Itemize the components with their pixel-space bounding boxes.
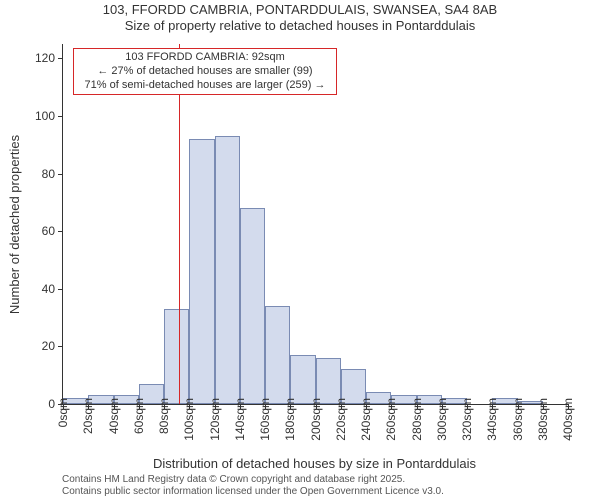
x-tick-label: 100sqm (182, 398, 196, 441)
x-tick-label: 380sqm (536, 398, 550, 441)
plot-area: 0204060801001200sqm20sqm40sqm60sqm80sqm1… (62, 44, 568, 405)
x-tick-label: 280sqm (410, 398, 424, 441)
annotation-box: 103 FFORDD CAMBRIA: 92sqm← 27% of detach… (73, 48, 337, 95)
x-tick-label: 120sqm (208, 398, 222, 441)
y-tick-label: 0 (15, 397, 55, 411)
annotation-line: 71% of semi-detached houses are larger (… (78, 79, 332, 93)
y-tick-label: 100 (15, 109, 55, 123)
x-tick-label: 40sqm (107, 398, 121, 434)
x-axis-label: Distribution of detached houses by size … (62, 456, 567, 471)
y-tick-label: 40 (15, 282, 55, 296)
x-tick-label: 220sqm (334, 398, 348, 441)
chart-container: 103, FFORDD CAMBRIA, PONTARDDULAIS, SWAN… (0, 0, 600, 500)
x-tick-label: 20sqm (81, 398, 95, 434)
x-tick-label: 160sqm (258, 398, 272, 441)
chart-subtitle: Size of property relative to detached ho… (0, 18, 600, 33)
x-tick-label: 0sqm (56, 398, 70, 427)
x-tick-label: 140sqm (233, 398, 247, 441)
y-tick-label: 120 (15, 51, 55, 65)
x-tick-label: 240sqm (359, 398, 373, 441)
x-tick-label: 260sqm (384, 398, 398, 441)
footer-line-1: Contains HM Land Registry data © Crown c… (62, 474, 444, 486)
x-tick-label: 60sqm (132, 398, 146, 434)
reference-line (179, 44, 180, 404)
histogram-bar (189, 139, 214, 404)
x-tick-label: 360sqm (511, 398, 525, 441)
histogram-bar (290, 355, 315, 404)
footer-credits: Contains HM Land Registry data © Crown c… (62, 474, 444, 498)
x-tick-label: 180sqm (283, 398, 297, 441)
histogram-bar (240, 208, 265, 404)
x-tick-label: 320sqm (460, 398, 474, 441)
footer-line-2: Contains public sector information licen… (62, 486, 444, 498)
x-tick-label: 340sqm (485, 398, 499, 441)
histogram-bar (215, 136, 240, 404)
x-tick-label: 80sqm (157, 398, 171, 434)
histogram-bar (164, 309, 189, 404)
y-tick-label: 60 (15, 224, 55, 238)
y-tick-label: 80 (15, 167, 55, 181)
x-tick-label: 300sqm (435, 398, 449, 441)
x-tick-label: 400sqm (561, 398, 575, 441)
annotation-line: 103 FFORDD CAMBRIA: 92sqm (78, 51, 332, 65)
histogram-bar (265, 306, 290, 404)
chart-title: 103, FFORDD CAMBRIA, PONTARDDULAIS, SWAN… (0, 2, 600, 18)
y-tick-label: 20 (15, 339, 55, 353)
x-tick-label: 200sqm (309, 398, 323, 441)
annotation-line: ← 27% of detached houses are smaller (99… (78, 65, 332, 79)
